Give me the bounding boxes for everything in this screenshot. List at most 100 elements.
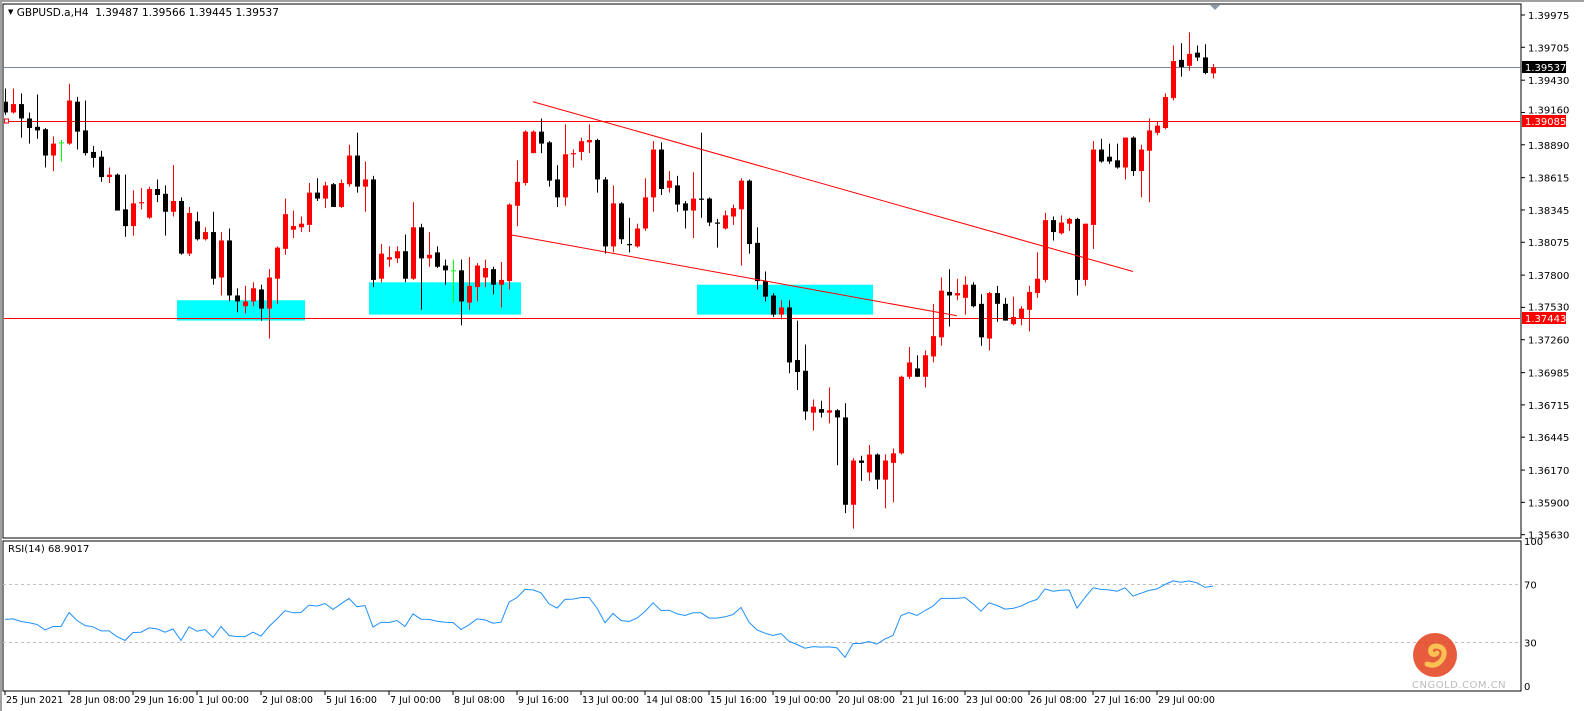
candle-body: [827, 410, 832, 413]
candle-body: [547, 142, 552, 181]
candle-body: [259, 289, 264, 309]
trendline[interactable]: [508, 233, 958, 317]
candle-body: [1091, 149, 1096, 225]
candle-body: [1203, 57, 1208, 74]
x-tick-label: 21 Jul 16:00: [902, 695, 959, 706]
candle-body: [571, 153, 576, 155]
candle-body: [595, 139, 600, 180]
candle-body: [459, 270, 464, 302]
candle-body: [387, 257, 392, 260]
candle-body: [771, 295, 776, 315]
candle-body: [307, 192, 312, 225]
candle-body: [115, 174, 120, 211]
x-tick-label: 2 Jul 08:00: [262, 695, 313, 706]
candle-body: [91, 151, 96, 158]
candle-body: [691, 198, 696, 211]
cngold-watermark-logo: CNGOLD.COM.CN: [1412, 633, 1506, 691]
candle-body: [1115, 160, 1120, 168]
triangle-down-icon[interactable]: ▼: [8, 8, 14, 16]
candle-body: [403, 251, 408, 279]
y-tick-label: 1.37800: [1528, 271, 1569, 282]
rsi-tick-label: 30: [1524, 639, 1537, 650]
candle-body: [1027, 291, 1032, 310]
candle-body: [875, 454, 880, 480]
x-tick-label: 26 Jul 08:00: [1030, 695, 1087, 706]
rsi-line: [4, 580, 1214, 659]
candle-body: [723, 215, 728, 229]
y-tick-label: 1.35900: [1528, 498, 1569, 509]
candle-body: [331, 184, 336, 207]
x-tick-label: 20 Jul 08:00: [838, 695, 895, 706]
candle-body: [211, 232, 216, 279]
candle-body: [587, 139, 592, 143]
price-label: 1.37443: [1525, 314, 1566, 325]
candle-body: [643, 197, 648, 229]
candle-body: [955, 293, 960, 296]
y-tick-label: 1.39430: [1528, 76, 1569, 87]
candle-body: [1059, 222, 1064, 234]
y-tick-label: 1.37530: [1528, 303, 1569, 314]
y-tick-label: 1.38345: [1528, 206, 1569, 217]
candle-body: [747, 180, 752, 245]
candle-body: [1067, 218, 1072, 224]
x-tick-label: 9 Jul 16:00: [518, 695, 569, 706]
y-tick-label: 1.39160: [1528, 106, 1569, 117]
candle-body: [523, 131, 528, 184]
x-tick-label: 14 Jul 08:00: [646, 695, 703, 706]
candle-body: [851, 460, 856, 505]
candle-body: [363, 179, 368, 187]
candle-body: [491, 269, 496, 285]
candle-body: [227, 240, 232, 296]
candle-body: [667, 180, 672, 188]
candle-body: [163, 193, 168, 212]
candle-body: [915, 368, 920, 377]
chart-shift-marker-icon[interactable]: [1210, 5, 1220, 10]
zone-rectangle[interactable]: [369, 282, 521, 315]
price-label-box: [1522, 61, 1566, 73]
price-label-box: [1522, 115, 1566, 127]
candle-body: [907, 362, 912, 377]
main-panel-frame: [2, 3, 1522, 539]
candle-body: [131, 203, 136, 227]
price-label: 1.39537: [1525, 63, 1566, 74]
candle-body: [755, 242, 760, 282]
candle-body: [107, 174, 112, 178]
ohlc-readout: 1.39487 1.39566 1.39445 1.39537: [95, 7, 279, 19]
candle-body: [683, 203, 688, 211]
candle-body: [923, 355, 928, 377]
candle-body: [395, 251, 400, 259]
candle-body: [971, 284, 976, 307]
y-tick-label: 1.36985: [1528, 369, 1569, 380]
candle-body: [867, 454, 872, 473]
candle-body: [1171, 61, 1176, 99]
price-label: 1.39085: [1525, 117, 1566, 128]
candle-body: [1083, 223, 1088, 280]
candle-body: [11, 104, 16, 113]
x-tick-label: 15 Jul 16:00: [710, 695, 767, 706]
trendline[interactable]: [532, 101, 1134, 273]
rsi-label: RSI(14) 68.9017: [8, 544, 90, 555]
candle-body: [995, 293, 1000, 304]
zone-rectangle[interactable]: [697, 284, 873, 315]
candle-body: [147, 189, 152, 218]
candle-body: [1043, 220, 1048, 280]
candle-body: [795, 360, 800, 372]
candle-body: [531, 131, 536, 154]
rsi-panel-frame: [2, 540, 1522, 692]
plot-area: [4, 32, 1520, 529]
candle-body: [155, 189, 160, 195]
candle-body: [859, 460, 864, 463]
candle-body: [123, 209, 128, 227]
candle-body: [579, 141, 584, 152]
candle-body: [1051, 220, 1056, 233]
candle-body: [1131, 137, 1136, 172]
zone-rectangle[interactable]: [177, 300, 305, 321]
candle-body: [171, 200, 176, 212]
candle-body: [203, 232, 208, 240]
rsi-tick-label: 70: [1524, 581, 1537, 592]
candle-body: [731, 208, 736, 217]
line-anchor-marker[interactable]: [4, 118, 9, 124]
candle-body: [1099, 149, 1104, 162]
candle-body: [707, 198, 712, 223]
